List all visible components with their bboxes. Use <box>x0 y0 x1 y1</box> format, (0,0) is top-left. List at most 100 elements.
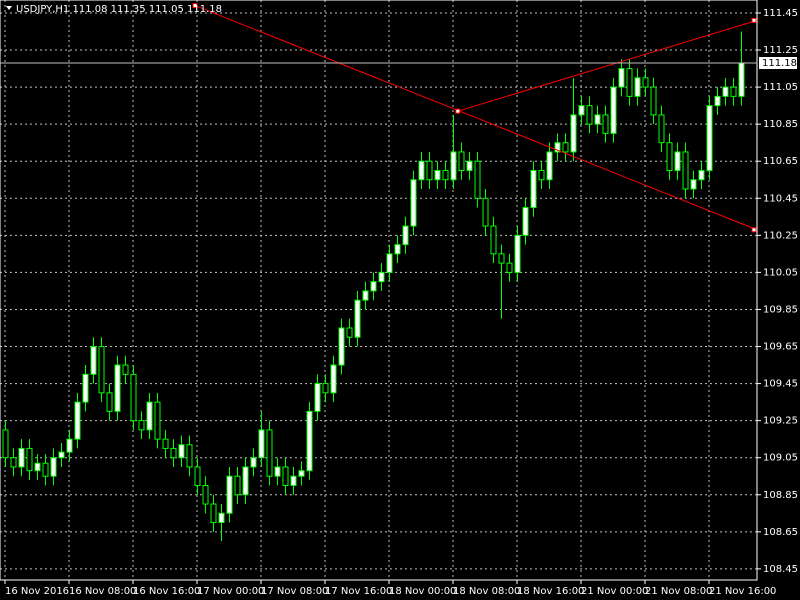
candle-body <box>714 95 721 107</box>
trendline <box>194 5 758 231</box>
candle-body <box>194 466 201 486</box>
candle-body <box>450 151 457 181</box>
candle-body <box>18 447 25 468</box>
candle-body <box>10 457 17 468</box>
candle-body <box>402 225 409 246</box>
candle-body <box>434 169 441 181</box>
candle-body <box>610 86 617 134</box>
candle-body <box>178 444 185 459</box>
candle-body <box>426 160 433 181</box>
candle-body <box>594 114 601 125</box>
candle-body <box>146 401 153 431</box>
current-price-box <box>759 57 797 70</box>
candle-body <box>330 364 337 394</box>
candle-body <box>106 392 113 412</box>
y-tick-label: 110.45 <box>763 193 798 204</box>
candle-body <box>690 179 697 190</box>
candle-body <box>682 151 689 190</box>
candle-body <box>66 438 73 453</box>
candle-body <box>242 466 249 496</box>
candle-body <box>498 253 505 264</box>
candle-body <box>530 169 537 209</box>
x-tick-label: 18 Nov 00:00 <box>389 586 456 597</box>
candle-body <box>74 401 81 440</box>
candle-body <box>226 475 233 514</box>
x-tick-label: 17 Nov 08:00 <box>261 586 328 597</box>
y-tick-label: 110.85 <box>763 119 798 130</box>
candle-body <box>218 512 225 524</box>
x-tick-label: 18 Nov 08:00 <box>453 586 520 597</box>
x-tick-label: 16 Nov 08:00 <box>69 586 136 597</box>
candle-body <box>250 457 257 468</box>
candle-body <box>186 444 193 468</box>
candle-body <box>34 462 41 472</box>
candle-body <box>170 447 177 459</box>
candle-body <box>98 346 105 394</box>
y-tick-label: 108.85 <box>763 490 798 501</box>
candle-body <box>650 86 657 116</box>
candle-body <box>122 364 129 375</box>
y-tick-label: 111.25 <box>763 45 798 56</box>
candle-body <box>162 438 169 449</box>
x-tick-label: 21 Nov 16:00 <box>709 586 776 597</box>
candle-body <box>210 503 217 524</box>
y-tick-label: 108.65 <box>763 527 798 538</box>
candle-body <box>578 105 585 116</box>
trendline-anchor <box>751 17 757 23</box>
trendline-anchor <box>455 108 461 114</box>
trendline <box>457 19 758 112</box>
chart-title: USDJPY,H1 111.08 111.35 111.05 111.18 <box>16 4 222 15</box>
candle-body <box>538 169 545 181</box>
candle-body <box>354 299 361 338</box>
y-tick-label: 109.05 <box>763 453 798 464</box>
candle-body <box>554 142 561 153</box>
y-tick-label: 110.65 <box>763 156 798 167</box>
candle-body <box>82 373 89 403</box>
candle-body <box>442 169 449 181</box>
candle-body <box>698 169 705 181</box>
candle-body <box>42 462 49 477</box>
candle-body <box>618 68 625 88</box>
candle-body <box>298 470 305 477</box>
candle-body <box>522 207 529 236</box>
candle-body <box>282 466 289 486</box>
candle-body <box>58 451 65 459</box>
candle-body <box>410 179 417 227</box>
candle-body <box>362 290 369 301</box>
candle-body <box>474 160 481 199</box>
x-tick-label: 17 Nov 16:00 <box>325 586 392 597</box>
candle-body <box>314 383 321 412</box>
menu-arrow[interactable] <box>6 6 12 10</box>
candle-body <box>626 68 633 97</box>
candle-body <box>482 197 489 227</box>
candle-body <box>634 77 641 97</box>
candle-body <box>266 429 273 477</box>
y-tick-label: 110.25 <box>763 230 798 241</box>
candle-body <box>546 151 553 181</box>
x-tick-label: 21 Nov 00:00 <box>581 586 648 597</box>
candle-body <box>674 151 681 171</box>
candle-body <box>514 234 521 273</box>
candle-body <box>114 364 121 412</box>
candle-body <box>658 114 665 144</box>
candle-body <box>258 429 265 459</box>
candle-body <box>706 105 713 171</box>
y-tick-label: 111.45 <box>763 8 798 19</box>
candle-body <box>306 410 313 472</box>
candle-body <box>642 77 649 88</box>
candle-body <box>154 401 161 440</box>
candle-body <box>386 253 393 273</box>
candle-body <box>130 373 137 422</box>
trendline-anchor <box>192 3 198 9</box>
candle-body <box>570 114 577 153</box>
current-price-label: 111.18 <box>762 58 797 69</box>
x-tick-label: 21 Nov 08:00 <box>645 586 712 597</box>
candle-body <box>378 271 385 283</box>
y-tick-label: 110.05 <box>763 267 798 278</box>
candle-body <box>50 457 57 477</box>
candle-body <box>418 160 425 181</box>
candle-body <box>738 62 745 97</box>
trendline-anchor <box>751 227 757 233</box>
candle-body <box>730 86 737 97</box>
